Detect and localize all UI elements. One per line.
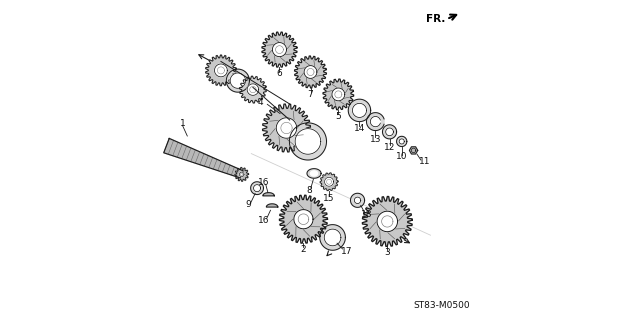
Polygon shape: [377, 211, 397, 232]
Polygon shape: [332, 88, 345, 101]
Text: 12: 12: [384, 143, 395, 152]
Text: 15: 15: [324, 194, 335, 203]
Text: 11: 11: [419, 157, 431, 166]
Polygon shape: [263, 193, 275, 196]
Text: 2: 2: [301, 245, 306, 254]
Polygon shape: [352, 103, 366, 117]
Polygon shape: [362, 196, 412, 246]
Text: 14: 14: [354, 124, 365, 132]
Polygon shape: [320, 225, 345, 250]
Polygon shape: [385, 128, 394, 136]
Polygon shape: [370, 116, 380, 127]
Polygon shape: [262, 32, 297, 67]
Polygon shape: [354, 197, 361, 204]
Polygon shape: [320, 173, 338, 191]
Polygon shape: [266, 204, 278, 207]
Polygon shape: [240, 172, 244, 177]
Polygon shape: [295, 129, 321, 154]
Text: 10: 10: [396, 152, 408, 161]
Polygon shape: [247, 84, 259, 95]
Text: FR.: FR.: [426, 14, 445, 24]
Text: 18: 18: [361, 210, 372, 219]
Polygon shape: [366, 113, 384, 131]
Text: 4: 4: [257, 98, 263, 107]
Text: 16: 16: [259, 178, 270, 187]
Polygon shape: [294, 210, 313, 229]
Polygon shape: [348, 99, 371, 122]
Polygon shape: [280, 195, 327, 243]
Polygon shape: [325, 177, 334, 186]
Polygon shape: [307, 169, 321, 178]
Text: 1: 1: [180, 119, 185, 128]
Polygon shape: [350, 193, 364, 207]
Text: 6: 6: [276, 69, 282, 78]
Polygon shape: [226, 69, 249, 92]
Polygon shape: [215, 64, 227, 77]
Text: ST83-M0500: ST83-M0500: [414, 301, 471, 310]
Text: 13: 13: [369, 135, 381, 144]
Polygon shape: [235, 167, 248, 181]
Polygon shape: [294, 56, 327, 88]
Text: 7: 7: [308, 90, 313, 99]
Polygon shape: [240, 76, 266, 103]
Polygon shape: [251, 182, 264, 195]
Polygon shape: [304, 66, 317, 78]
Polygon shape: [262, 104, 310, 152]
Polygon shape: [206, 55, 236, 86]
Text: 9: 9: [245, 200, 251, 209]
Polygon shape: [164, 139, 243, 178]
Polygon shape: [289, 123, 327, 160]
Text: 5: 5: [336, 112, 341, 121]
Polygon shape: [410, 147, 418, 154]
Polygon shape: [230, 73, 245, 88]
Text: 17: 17: [341, 247, 352, 256]
Polygon shape: [397, 136, 407, 147]
Polygon shape: [310, 171, 317, 176]
Polygon shape: [254, 185, 261, 192]
Polygon shape: [273, 43, 287, 57]
Text: 3: 3: [384, 248, 390, 257]
Polygon shape: [324, 229, 341, 246]
Text: 8: 8: [306, 186, 311, 195]
Polygon shape: [382, 125, 397, 139]
Polygon shape: [399, 139, 404, 144]
Text: 16: 16: [259, 216, 270, 225]
Polygon shape: [276, 118, 297, 138]
Polygon shape: [323, 79, 354, 110]
